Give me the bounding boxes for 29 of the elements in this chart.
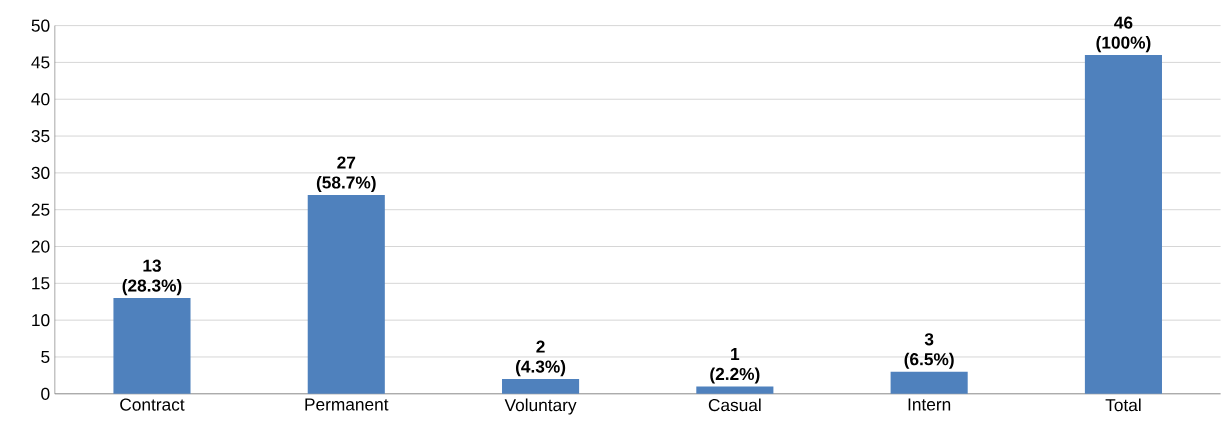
y-tick-label: 10 [32,314,50,327]
y-tick-label: 20 [31,240,50,253]
y-tick-label: 0 [41,387,50,401]
data-label: 2 (4.3%) [515,340,566,377]
bar [502,379,580,394]
x-tick-label: Total [1105,398,1141,412]
x-tick-label: Intern [908,398,951,411]
bar [890,371,968,394]
y-tick-label: 50 [31,19,50,32]
data-label: 27 (58.7%) [316,156,376,193]
bar [696,386,774,394]
x-tick-label: Voluntary [504,398,577,415]
y-tick-label: 35 [31,130,50,143]
y-tick-label: 15 [32,277,50,290]
x-tick-label: Contract [120,398,185,411]
bar [1084,55,1162,394]
x-tick-label: Permanent [305,398,389,411]
data-label: 1 (2.2%) [710,348,760,384]
y-tick-label: 25 [31,203,50,216]
bar [307,195,385,394]
data-label: 3 (6.5%) [904,333,954,369]
y-tick-label: 5 [41,351,50,364]
y-tick-label: 45 [31,56,50,69]
bar [113,298,191,394]
y-tick-label: 40 [31,93,50,106]
data-label: 13 (28.3%) [122,259,182,296]
data-label: 46 (100%) [1096,16,1151,53]
y-tick-label: 30 [31,166,50,180]
x-tick-label: Casual [708,398,761,412]
